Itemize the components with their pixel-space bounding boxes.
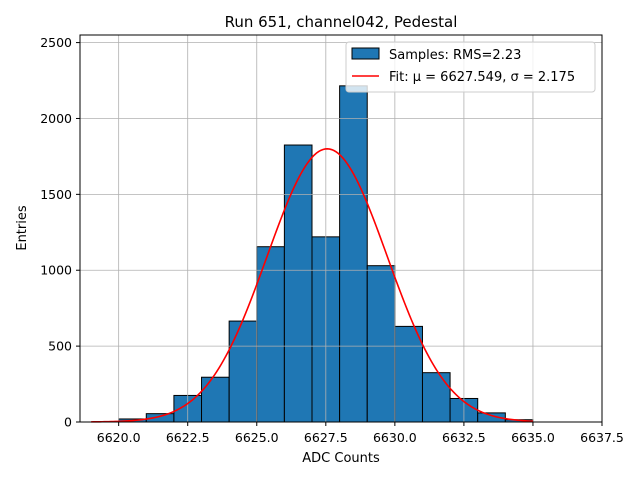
x-tick-label: 6635.0: [511, 430, 555, 445]
x-axis-ticks: 6620.0 6622.5 6625.0 6627.5 6630.0 6632.5 6635…: [97, 422, 624, 445]
histogram-bar: [339, 85, 368, 423]
y-tick-label: 2000: [40, 111, 72, 126]
plot-frame: [79, 34, 603, 423]
x-tick-label: 6632.5: [442, 430, 486, 445]
legend-histogram-swatch: [351, 47, 380, 60]
x-tick-label: 6627.5: [304, 430, 348, 445]
chart-title: Run 651, channel042, Pedestal: [225, 13, 458, 31]
x-tick-label: 6620.0: [97, 430, 141, 445]
histogram-bar: [201, 376, 230, 423]
y-tick-label: 500: [48, 339, 72, 354]
legend-box: [345, 41, 596, 93]
x-axis-label: ADC Counts: [302, 451, 380, 466]
legend-histogram-label: Samples: RMS=2.23: [389, 48, 521, 63]
y-tick-label: 0: [64, 415, 72, 430]
histogram-bars: [118, 85, 534, 423]
fit-curve: [91, 148, 533, 423]
histogram-bar: [228, 320, 258, 423]
y-tick-label: 2500: [40, 35, 72, 50]
histogram-bar: [283, 144, 313, 423]
legend-fit-label: Fit: μ = 6627.549, σ = 2.175: [389, 70, 575, 85]
y-tick-label: 1000: [40, 263, 72, 278]
x-tick-label: 6637.5: [580, 430, 624, 445]
x-tick-label: 6625.0: [235, 430, 279, 445]
x-tick-label: 6622.5: [166, 430, 210, 445]
x-tick-label: 6630.0: [373, 430, 417, 445]
histogram-bar: [366, 265, 396, 423]
y-axis-label: Entries: [15, 205, 30, 251]
legend: Samples: RMS=2.23 Fit: μ = 6627.549, σ =…: [345, 41, 596, 93]
y-tick-label: 1500: [40, 187, 72, 202]
y-axis-ticks: 0 500 1000 1500 2000 2500: [40, 35, 80, 430]
histogram-bar: [421, 372, 451, 423]
histogram-bar: [394, 325, 423, 423]
